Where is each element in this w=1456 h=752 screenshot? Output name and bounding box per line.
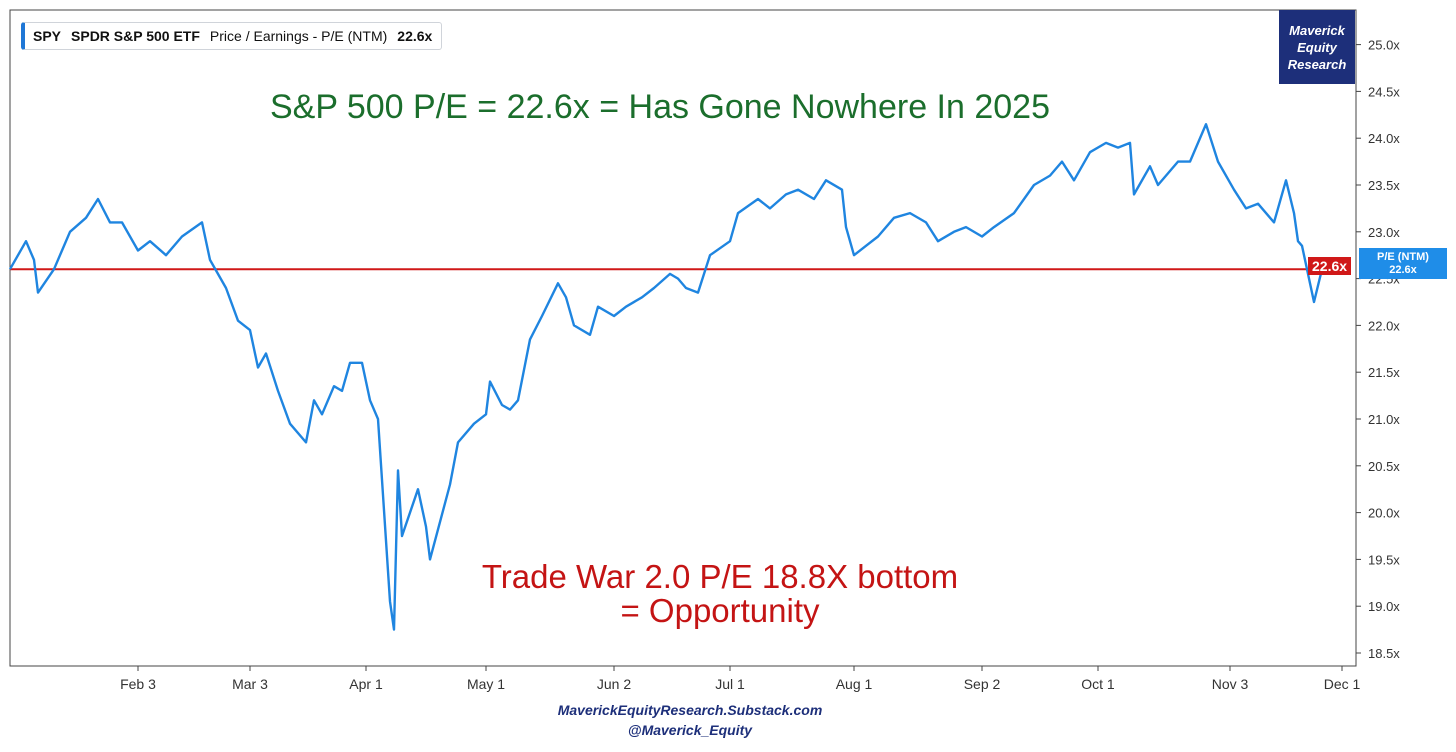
y-tick-label: 21.5x <box>1368 365 1400 380</box>
y-tick-label: 19.0x <box>1368 599 1400 614</box>
bottom-annotation: Trade War 2.0 P/E 18.8X bottom = Opportu… <box>420 560 1020 628</box>
x-tick-label: Nov 3 <box>1212 676 1249 692</box>
x-tick-label: Aug 1 <box>836 676 873 692</box>
y-tick-label: 19.5x <box>1368 552 1400 567</box>
x-tick-label: Apr 1 <box>349 676 383 692</box>
x-tick-label: Sep 2 <box>964 676 1001 692</box>
y-tick-label: 21.0x <box>1368 412 1400 427</box>
y-axis: 18.5x 19.0x 19.5x 20.0x 20.5x 21.0x 21.5x 22.0x… <box>1356 38 1400 661</box>
brand-line-1: Maverick <box>1289 22 1345 38</box>
reference-value-tag: 22.6x <box>1308 257 1352 275</box>
current-series-name: P/E (NTM) <box>1377 250 1429 263</box>
legend-box: SPY SPDR S&P 500 ETF Price / Earnings - … <box>21 22 443 50</box>
y-tick-label: 20.5x <box>1368 459 1400 474</box>
x-tick-label: Mar 3 <box>232 676 268 692</box>
x-tick-label: Dec 1 <box>1324 676 1361 692</box>
headline-annotation: S&P 500 P/E = 22.6x = Has Gone Nowhere I… <box>270 88 1050 126</box>
brand-logo: Maverick Equity Research <box>1279 10 1355 84</box>
y-tick-label: 23.5x <box>1368 178 1400 193</box>
y-tick-label: 25.0x <box>1368 38 1400 53</box>
x-tick-label: May 1 <box>467 676 505 692</box>
y-tick-label: 18.5x <box>1368 646 1400 661</box>
bottom-annotation-line-1: Trade War 2.0 P/E 18.8X bottom <box>481 558 959 595</box>
legend-ticker: SPY <box>33 28 62 44</box>
series-line-pe-ntm <box>8 123 1324 631</box>
footer-site: MaverickEquityResearch.Substack.com <box>557 702 823 718</box>
x-tick-label: Jun 2 <box>597 676 631 692</box>
plot-frame <box>9 9 1357 667</box>
bottom-annotation-line-2: = Opportunity <box>620 592 820 629</box>
legend-metric: Price / Earnings - P/E (NTM) <box>209 28 388 44</box>
y-tick-label: 23.0x <box>1368 225 1400 240</box>
brand-line-3: Research <box>1287 56 1347 72</box>
y-tick-label: 22.0x <box>1368 318 1400 333</box>
y-tick-label: 24.5x <box>1368 84 1400 99</box>
y-tick-label: 24.0x <box>1368 131 1400 146</box>
current-value-tag: P/E (NTM) 22.6x <box>1359 248 1447 279</box>
x-tick-label: Oct 1 <box>1081 676 1115 692</box>
x-tick-label: Feb 3 <box>120 676 156 692</box>
y-tick-label: 20.0x <box>1368 506 1400 521</box>
legend-fund-name: SPDR S&P 500 ETF <box>71 28 200 44</box>
footer-handle: @Maverick_Equity <box>627 722 753 738</box>
current-series-value: 22.6x <box>1389 263 1417 276</box>
x-axis: Feb 3 Mar 3 Apr 1 May 1 Jun 2 Jul 1 Aug 1 Sep 2… <box>120 666 1360 692</box>
brand-line-2: Equity <box>1297 39 1337 55</box>
x-tick-label: Jul 1 <box>715 676 745 692</box>
legend-value: 22.6x <box>397 28 433 44</box>
